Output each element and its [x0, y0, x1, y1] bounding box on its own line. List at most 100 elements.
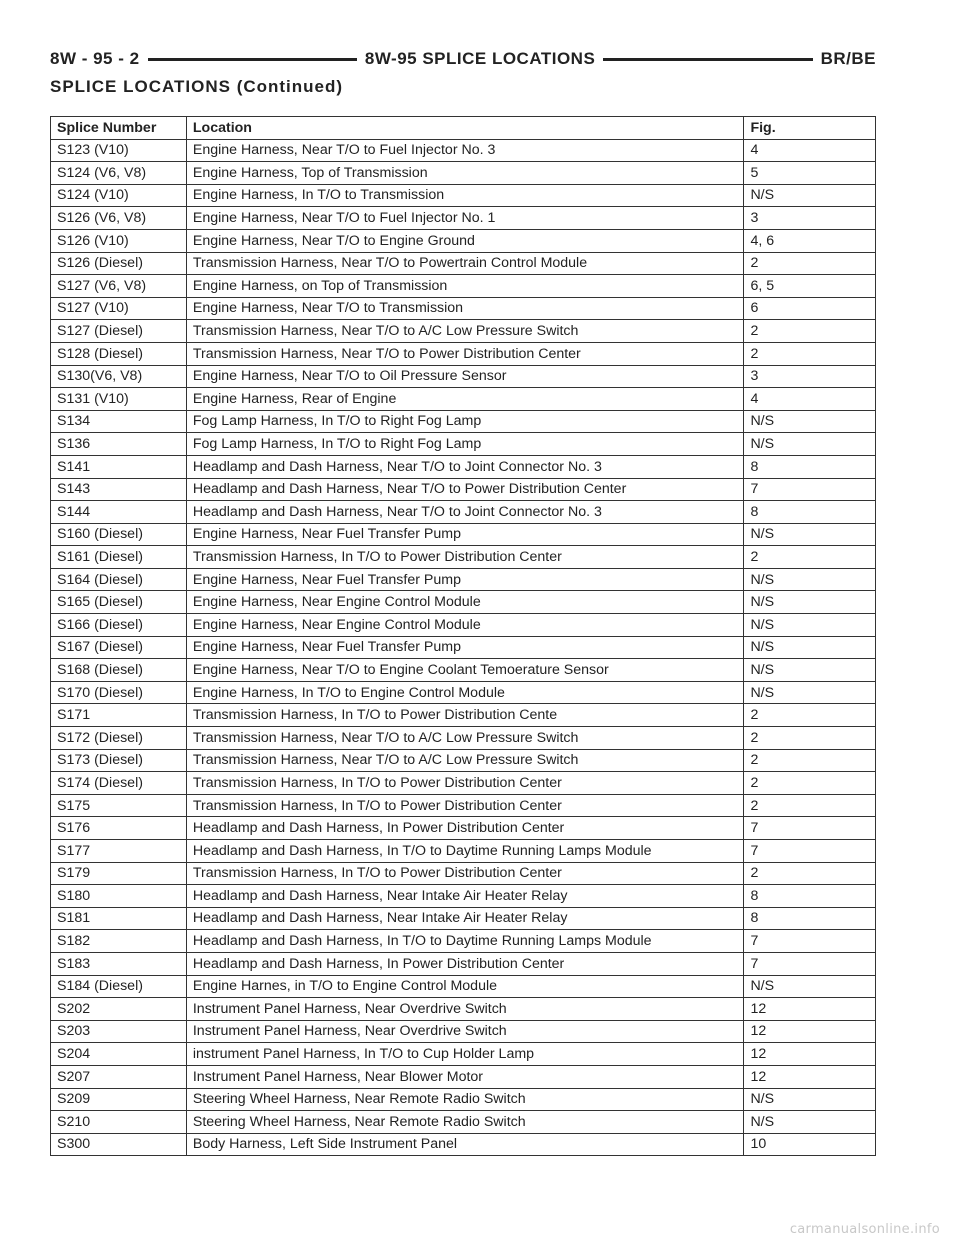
table-row: S144 Headlamp and Dash Harness, Near T/O … [50, 500, 876, 524]
table-row: S174 (Diesel) Transmission Harness, In T/… [50, 771, 876, 795]
splice-number-cell: S126 (Diesel) [50, 251, 187, 276]
splice-number-cell: S209 [50, 1087, 187, 1112]
location-cell: Steering Wheel Harness, Near Remote Radi… [185, 1110, 745, 1134]
splice-number-cell: S160 (Diesel) [50, 522, 187, 547]
model-code: BR/BE [820, 49, 876, 68]
splice-number-cell: S204 [50, 1042, 187, 1066]
splice-number-cell: S300 [50, 1132, 187, 1157]
fig-cell: 8 [743, 500, 876, 524]
fig-cell: N/S [743, 613, 876, 637]
splice-number-cell: S173 (Diesel) [50, 748, 187, 773]
table-row: S167 (Diesel) Engine Harness, Near Fuel T… [50, 635, 876, 660]
splice-number-cell: S179 [50, 861, 187, 886]
fig-cell: N/S [743, 635, 876, 660]
location-cell: Body Harness, Left Side Instrument Panel [185, 1132, 745, 1157]
splice-number-cell: S172 (Diesel) [50, 726, 187, 750]
location-cell: Engine Harness, Near Fuel Transfer Pump [185, 522, 745, 547]
location-cell: Steering Wheel Harness, Near Remote Radi… [185, 1087, 745, 1112]
location-cell: Engine Harness, In T/O to Engine Control… [185, 680, 745, 705]
location-cell: Instrument Panel Harness, Near Overdrive… [185, 997, 745, 1021]
table-row: S168 (Diesel) Engine Harness, Near T/O to… [50, 658, 876, 682]
fig-cell: N/S [743, 409, 876, 434]
location-cell: Headlamp and Dash Harness, In Power Dist… [185, 816, 745, 840]
splice-number-cell: S207 [50, 1064, 187, 1089]
table-row: S204 instrument Panel Harness, In T/O to … [50, 1042, 876, 1066]
column-header-splice-number: Splice Number [50, 116, 187, 140]
fig-cell: 7 [743, 929, 876, 953]
fig-cell: 12 [743, 997, 876, 1021]
watermark: carmanualsonline.info [789, 1222, 940, 1237]
table-row: S161 (Diesel) Transmission Harness, In T/… [50, 545, 876, 569]
location-cell: Transmission Harness, In T/O to Power Di… [185, 793, 745, 818]
fig-cell: 7 [743, 951, 876, 976]
splice-number-cell: S161 (Diesel) [50, 545, 187, 569]
splice-number-cell: S136 [50, 432, 187, 456]
location-cell: Instrument Panel Harness, Near Overdrive… [185, 1019, 745, 1044]
fig-cell: 7 [743, 477, 876, 502]
location-cell: Headlamp and Dash Harness, Near Intake A… [185, 884, 745, 908]
location-cell: Transmission Harness, Near T/O to A/C Lo… [185, 319, 745, 343]
location-cell: Transmission Harness, Near T/O to Power … [185, 341, 745, 366]
splice-number-cell: S134 [50, 409, 187, 434]
splice-number-cell: S130(V6, V8) [50, 364, 187, 389]
fig-cell: 2 [743, 319, 876, 343]
fig-cell: 4, 6 [743, 228, 876, 253]
page-subtitle: SPLICE LOCATIONS (Continued) [50, 77, 344, 96]
splice-number-cell: S127 (Diesel) [50, 319, 187, 343]
table-row: S166 (Diesel) Engine Harness, Near Engine… [50, 613, 876, 637]
fig-cell: N/S [743, 590, 876, 615]
table-row: S141 Headlamp and Dash Harness, Near T/O … [50, 454, 876, 479]
splice-number-cell: S180 [50, 884, 187, 908]
fig-cell: N/S [743, 680, 876, 705]
table-row: S128 (Diesel) Transmission Harness, Near … [50, 341, 876, 366]
location-cell: Engine Harness, Top of Transmission [185, 161, 745, 185]
fig-cell: 3 [743, 206, 876, 230]
fig-cell: N/S [743, 658, 876, 682]
table-row: S203 Instrument Panel Harness, Near Overd… [50, 1019, 876, 1044]
splice-number-cell: S167 (Diesel) [50, 635, 187, 660]
splice-number-cell: S176 [50, 816, 187, 840]
section-title: 8W-95 SPLICE LOCATIONS [364, 49, 596, 68]
splice-number-cell: S141 [50, 454, 187, 479]
splice-number-cell: S126 (V10) [50, 228, 187, 253]
fig-cell: N/S [743, 522, 876, 547]
table-row: S182 Headlamp and Dash Harness, In T/O to… [50, 929, 876, 953]
table-row: S127 (Diesel) Transmission Harness, Near … [50, 319, 876, 343]
table-row: S126 (V6, V8) Engine Harness, Near T/O to… [50, 206, 876, 230]
splice-number-cell: S174 (Diesel) [50, 771, 187, 795]
location-cell: Engine Harness, Near T/O to Engine Groun… [185, 228, 745, 253]
location-cell: Headlamp and Dash Harness, Near T/O to P… [185, 477, 745, 502]
fig-cell: 12 [743, 1019, 876, 1044]
location-cell: Transmission Harness, In T/O to Power Di… [185, 771, 745, 795]
table-row: S180 Headlamp and Dash Harness, Near Inta… [50, 884, 876, 908]
table-row: S134 Fog Lamp Harness, In T/O to Right Fo… [50, 409, 876, 434]
fig-cell: 6, 5 [743, 274, 876, 298]
fig-cell: 2 [743, 703, 876, 728]
location-cell: Transmission Harness, In T/O to Power Di… [185, 545, 745, 569]
table-row: S183 Headlamp and Dash Harness, In Power … [50, 951, 876, 976]
splice-number-cell: S184 (Diesel) [50, 974, 187, 999]
location-cell: Headlamp and Dash Harness, In T/O to Day… [185, 839, 745, 863]
fig-cell: 4 [743, 138, 876, 163]
page-header: 8W - 95 - 2 8W-95 SPLICE LOCATIONS BR/BE [50, 44, 876, 74]
splice-number-cell: S123 (V10) [50, 138, 187, 163]
location-cell: Headlamp and Dash Harness, Near T/O to J… [185, 454, 745, 479]
splice-number-cell: S127 (V10) [50, 296, 187, 321]
table-row: S127 (V6, V8) Engine Harness, on Top of T… [50, 274, 876, 298]
fig-cell: N/S [743, 432, 876, 456]
fig-cell: 2 [743, 726, 876, 750]
fig-cell: 7 [743, 816, 876, 840]
fig-cell: 4 [743, 387, 876, 411]
location-cell: Engine Harness, Near T/O to Engine Coola… [185, 658, 745, 682]
splice-number-cell: S171 [50, 703, 187, 728]
splice-number-cell: S166 (Diesel) [50, 613, 187, 637]
table-row: S176 Headlamp and Dash Harness, In Power … [50, 816, 876, 840]
column-header-location: Location [185, 116, 745, 140]
splice-number-cell: S143 [50, 477, 187, 502]
location-cell: Engine Harness, Near T/O to Oil Pressure… [185, 364, 745, 389]
table-row: S210 Steering Wheel Harness, Near Remote … [50, 1110, 876, 1134]
location-cell: Headlamp and Dash Harness, Near T/O to J… [185, 500, 745, 524]
splice-number-cell: S127 (V6, V8) [50, 274, 187, 298]
table-row: S136 Fog Lamp Harness, In T/O to Right Fo… [50, 432, 876, 456]
table-row: S127 (V10) Engine Harness, Near T/O to Tr… [50, 296, 876, 321]
